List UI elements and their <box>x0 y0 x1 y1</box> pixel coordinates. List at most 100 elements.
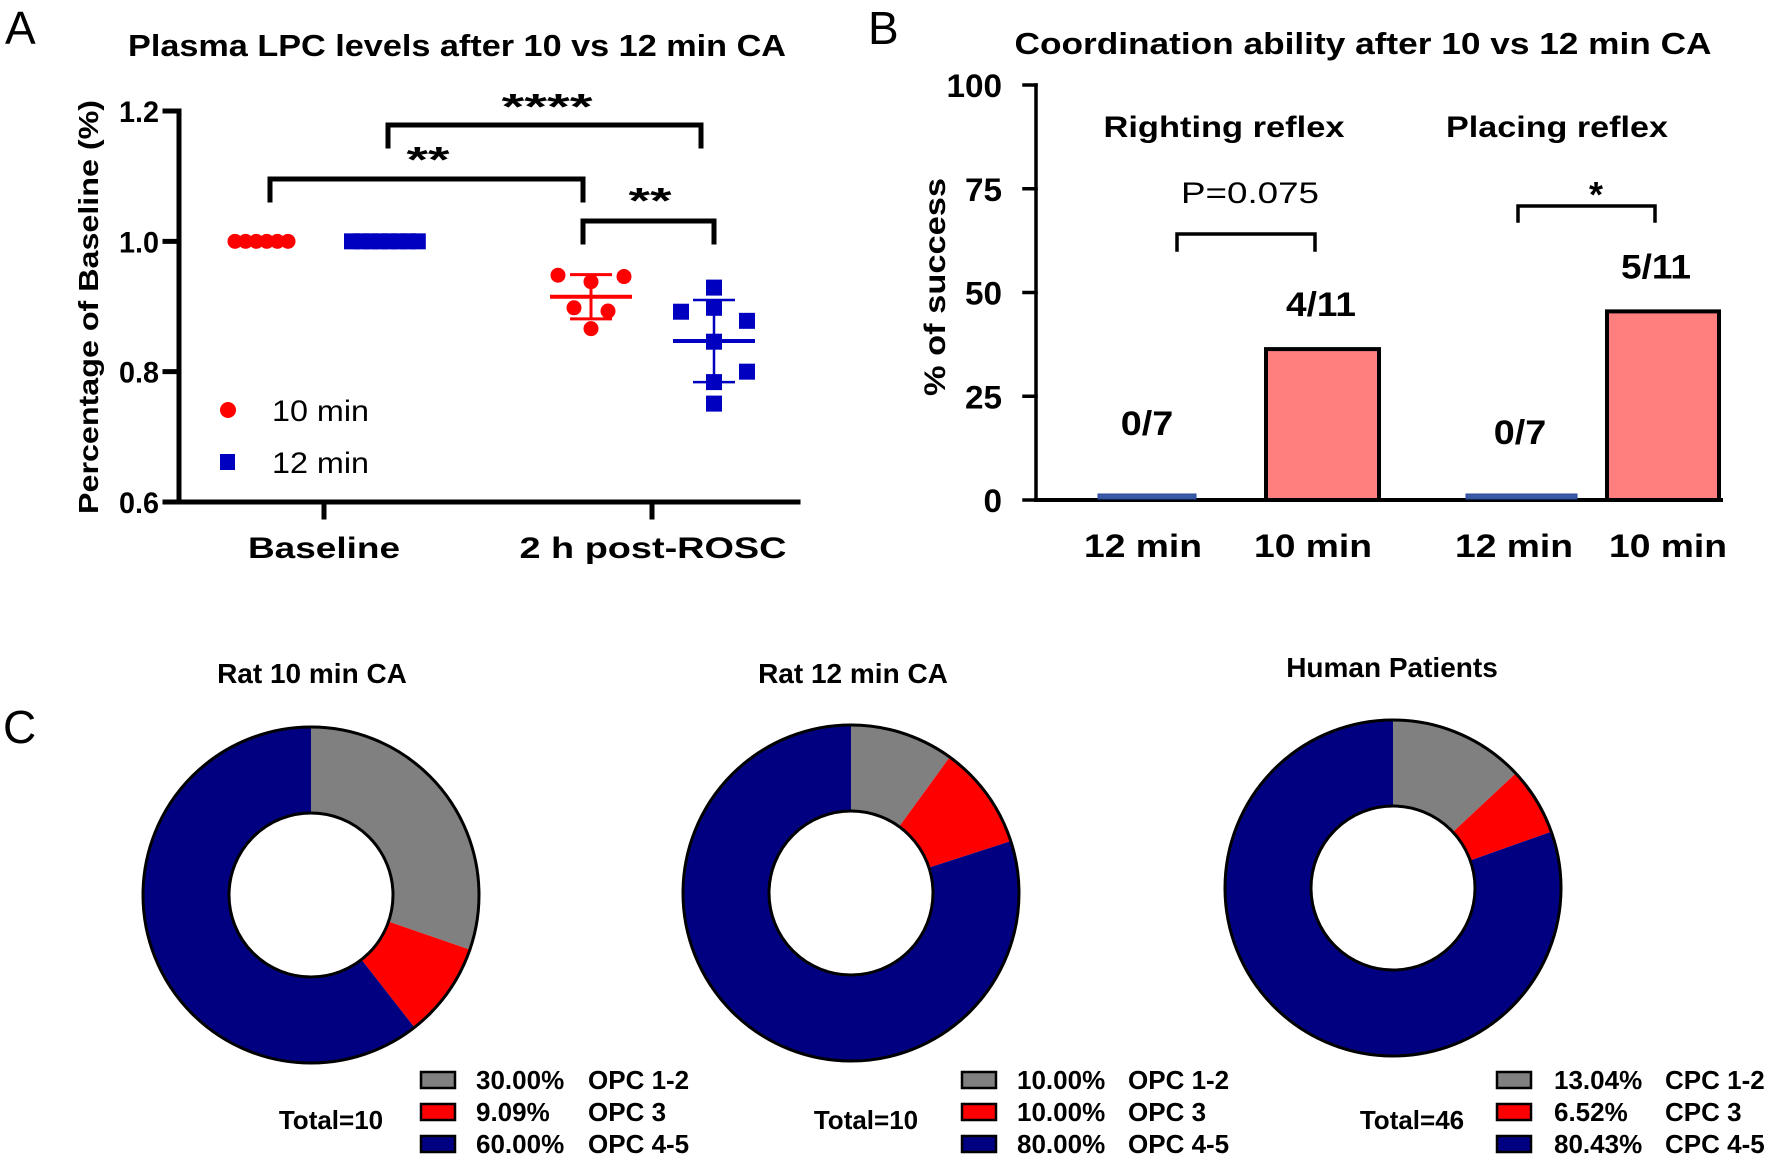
legend-swatch <box>419 1102 457 1122</box>
group-label: Righting reflex <box>1104 111 1345 144</box>
chart-a-x-tick-label: Baseline <box>248 532 400 565</box>
bar-10min-1 <box>1605 309 1721 502</box>
legend-label: 10 min <box>272 395 369 428</box>
donut-outline <box>1223 718 1563 1058</box>
legend-swatch <box>1495 1102 1533 1122</box>
donut-slice-opc-1-2 <box>851 725 950 827</box>
legend-item: 13.04% CPC 1-2 <box>1495 1065 1765 1095</box>
panel-a-scatter-chart: Plasma LPC levels after 10 vs 12 min CA … <box>73 28 801 565</box>
bar-data-label: 0/7 <box>1494 414 1547 452</box>
legend-marker-square <box>220 454 235 470</box>
significance-label: ** <box>407 139 450 180</box>
legend-label: OPC 3 <box>1128 1097 1206 1127</box>
donut-chart: Rat 10 min CA Total=10 30.00% OPC 1-2 9.09% O… <box>141 658 689 1159</box>
bar-data-label: 4/11 <box>1286 286 1356 324</box>
data-point-12min-post-rosc <box>739 312 755 329</box>
legend-percent: 80.00% <box>1017 1129 1105 1159</box>
donut-outline <box>681 723 1021 1063</box>
data-point-10min-post-rosc <box>600 303 616 319</box>
chart-a-legend: 10 min 12 min <box>220 395 369 480</box>
legend-percent: 10.00% <box>1017 1097 1105 1127</box>
donut-chart: Rat 12 min CA Total=10 10.00% OPC 1-210.00%… <box>681 658 1229 1159</box>
legend-item: 10.00% OPC 3 <box>960 1097 1206 1127</box>
chart-b-ylabel: % of success <box>919 178 952 396</box>
donut-slice-opc-3 <box>361 921 470 1028</box>
data-point-10min-post-rosc <box>550 267 566 283</box>
data-point-10min-baseline <box>238 233 254 249</box>
bar-12min-0 <box>1097 493 1197 500</box>
data-point-12min-post-rosc <box>706 279 722 296</box>
donut-slice-opc-4-5 <box>142 727 415 1063</box>
legend-item: 10.00% OPC 1-2 <box>960 1065 1229 1095</box>
data-point-10min-post-rosc <box>566 300 582 316</box>
donut-slice-opc-3 <box>899 757 1011 868</box>
legend-item: 30.00% OPC 1-2 <box>419 1065 689 1095</box>
significance-label: **** <box>502 86 593 127</box>
legend-swatch <box>1495 1134 1533 1154</box>
legend-percent: 10.00% <box>1017 1065 1105 1095</box>
data-point-10min-baseline <box>259 233 275 249</box>
donut-title: Human Patients <box>1286 652 1498 683</box>
donut-chart: Human Patients Total=46 13.04% CPC 1-26.52%… <box>1223 652 1765 1159</box>
legend-item: 9.09% OPC 3 <box>419 1097 666 1127</box>
legend-percent: 60.00% <box>476 1129 564 1159</box>
chart-a-ylabel: Percentage of Baseline (%) <box>73 100 104 514</box>
panel-label-a: A <box>5 2 36 54</box>
data-point-12min-post-rosc <box>673 303 689 320</box>
legend-label: 12 min <box>272 447 369 480</box>
y-tick-label: 25 <box>965 379 1002 415</box>
significance-bracket <box>267 176 586 203</box>
legend-item: 80.00% OPC 4-5 <box>960 1129 1229 1159</box>
chart-b-title: Coordination ability after 10 vs 12 min … <box>1015 26 1712 61</box>
data-point-10min-post-rosc <box>583 321 599 337</box>
donut-slice-cpc-3 <box>1452 773 1552 861</box>
data-point-10min-baseline <box>280 233 296 249</box>
legend-swatch <box>960 1102 998 1122</box>
data-point-10min-post-rosc <box>616 269 632 285</box>
chart-a-title: Plasma LPC levels after 10 vs 12 min CA <box>128 28 786 63</box>
legend-item: 6.52% CPC 3 <box>1495 1097 1742 1127</box>
donut-slice-cpc-4-5 <box>1225 720 1561 1056</box>
y-tick-label: 1.0 <box>119 226 159 259</box>
sd-error-bar <box>693 298 735 384</box>
legend-label: OPC 4-5 <box>588 1129 689 1159</box>
legend-label: OPC 4-5 <box>1128 1129 1229 1159</box>
x-tick-label: 12 min <box>1084 528 1202 564</box>
legend-item: 60.00% OPC 4-5 <box>419 1129 689 1159</box>
y-tick-label: 0.6 <box>119 487 159 520</box>
p-value-label: P=0.075 <box>1181 177 1319 210</box>
legend-percent: 80.43% <box>1554 1129 1642 1159</box>
data-point-12min-post-rosc <box>739 363 755 380</box>
legend-percent: 30.00% <box>476 1065 564 1095</box>
legend-swatch <box>960 1070 998 1090</box>
data-point-10min-baseline <box>227 233 243 249</box>
panel-label-b: B <box>868 2 899 54</box>
bar-data-label: 5/11 <box>1621 248 1691 286</box>
legend-percent: 6.52% <box>1554 1097 1628 1127</box>
x-tick-label: 10 min <box>1609 528 1727 564</box>
legend-label: CPC 3 <box>1665 1097 1742 1127</box>
significance-bracket <box>1516 204 1657 223</box>
donut-slice-opc-1-2 <box>311 727 479 950</box>
legend-label: CPC 1-2 <box>1665 1065 1765 1095</box>
donut-outline <box>141 725 481 1065</box>
donut-title: Rat 12 min CA <box>758 658 948 689</box>
data-point-12min-baseline <box>409 233 426 250</box>
x-tick-label: 10 min <box>1254 528 1372 564</box>
data-point-10min-baseline <box>269 233 285 249</box>
significance-label: * <box>1589 174 1603 215</box>
donut-total: Total=46 <box>1360 1105 1464 1135</box>
significance-bracket <box>580 218 717 245</box>
bar-12min-1 <box>1465 493 1578 500</box>
y-tick-label: 75 <box>965 172 1002 208</box>
donut-total: Total=10 <box>814 1105 918 1135</box>
donut-hole <box>1309 804 1477 972</box>
donut-total: Total=10 <box>279 1105 383 1135</box>
y-tick-label: 0 <box>984 483 1003 519</box>
legend-item: 80.43% CPC 4-5 <box>1495 1129 1765 1159</box>
chart-a-x-tick-label: 2 h post-ROSC <box>520 532 787 565</box>
donut-title: Rat 10 min CA <box>217 658 407 689</box>
significance-bracket <box>385 122 704 149</box>
bar-10min-0 <box>1264 347 1381 502</box>
